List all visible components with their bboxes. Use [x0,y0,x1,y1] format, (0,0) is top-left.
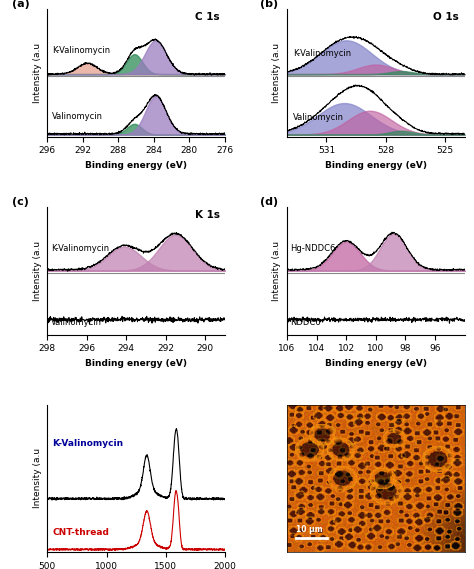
Text: K-Valinomycin: K-Valinomycin [293,49,351,58]
Text: Valinomycin: Valinomycin [293,113,344,122]
Text: Valinomycin: Valinomycin [52,112,103,121]
Y-axis label: Intensity (a.u: Intensity (a.u [273,43,282,102]
Text: (a): (a) [12,0,30,9]
Text: (d): (d) [260,197,279,207]
X-axis label: Binding energy (eV): Binding energy (eV) [325,359,427,368]
X-axis label: Binding energy (eV): Binding energy (eV) [85,359,187,368]
Y-axis label: Intensity (a.u: Intensity (a.u [33,43,42,102]
Text: (b): (b) [260,0,279,9]
Text: K-Valinomycin: K-Valinomycin [51,244,109,253]
Y-axis label: Intensity (a.u: Intensity (a.u [33,448,42,508]
Text: CNT-thread: CNT-thread [52,528,109,537]
Text: C 1s: C 1s [195,13,219,22]
X-axis label: Binding energy (eV): Binding energy (eV) [85,161,187,170]
Text: Valinomycin: Valinomycin [51,318,102,327]
Text: K 1s: K 1s [194,211,219,220]
Text: (c): (c) [12,197,29,207]
Y-axis label: Intensity (a.u: Intensity (a.u [273,241,282,300]
Text: NDDC6: NDDC6 [290,318,320,327]
Text: K-Valinomycin: K-Valinomycin [52,439,123,448]
Text: O 1s: O 1s [433,13,459,22]
Text: K-Valinomycin: K-Valinomycin [52,46,110,55]
Text: Hg-NDDC6: Hg-NDDC6 [290,244,336,253]
X-axis label: Binding energy (eV): Binding energy (eV) [325,161,427,170]
Y-axis label: Intensity (a.u: Intensity (a.u [33,241,42,300]
Text: 10 μm: 10 μm [296,525,323,534]
